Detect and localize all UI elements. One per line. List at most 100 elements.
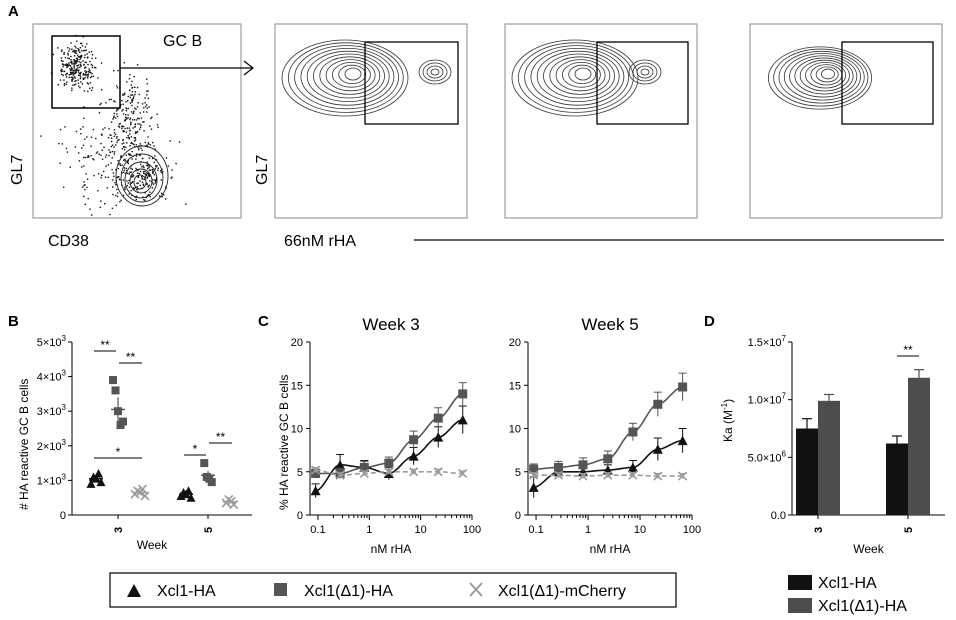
flow-dot bbox=[110, 140, 113, 143]
flow-dot bbox=[149, 191, 151, 193]
c-point-x bbox=[409, 467, 419, 477]
flow-dot bbox=[62, 74, 64, 77]
b-sig-label: ** bbox=[126, 350, 136, 364]
flow-dot bbox=[147, 142, 150, 144]
flow-dot bbox=[117, 139, 119, 142]
flow-dot bbox=[78, 56, 80, 58]
flow-dot bbox=[137, 175, 139, 178]
flow-dot bbox=[137, 182, 139, 184]
flow-dot bbox=[96, 151, 99, 153]
flow-dot bbox=[157, 169, 159, 171]
flow-dot bbox=[148, 194, 150, 196]
flow-dot bbox=[62, 60, 64, 62]
flow-dot bbox=[123, 148, 126, 151]
flow-dot bbox=[83, 74, 85, 76]
flow-dot bbox=[143, 178, 145, 180]
flow-dot bbox=[111, 157, 113, 159]
c-ytick-label: 10 bbox=[509, 424, 521, 436]
b-point-triangle bbox=[94, 468, 103, 478]
flow-dot bbox=[141, 178, 143, 180]
b-ytick-exponent: 3 bbox=[62, 403, 67, 412]
contour-cd38 bbox=[115, 145, 169, 207]
flow-dot bbox=[61, 60, 63, 62]
b-point-triangle bbox=[184, 486, 193, 495]
flow-dot bbox=[101, 134, 103, 136]
flow-dot bbox=[73, 59, 75, 61]
flow-dot bbox=[136, 86, 139, 89]
flow-dot bbox=[79, 76, 82, 78]
flow-dot bbox=[129, 153, 131, 155]
flow-dot bbox=[156, 165, 158, 167]
flow-dot bbox=[64, 56, 67, 59]
flow-dot bbox=[111, 207, 114, 209]
flow-dot bbox=[149, 125, 151, 127]
flow-dot bbox=[122, 171, 125, 173]
flow-dot bbox=[83, 63, 85, 66]
flow-dot bbox=[129, 102, 132, 104]
flow-dot bbox=[141, 166, 143, 168]
flow-dot bbox=[130, 111, 133, 113]
flow-dot bbox=[137, 176, 140, 178]
flow-dot bbox=[83, 181, 85, 183]
flow-dot bbox=[78, 85, 80, 87]
flow-dot bbox=[139, 143, 141, 145]
contour-line bbox=[524, 45, 629, 110]
flow-dot bbox=[69, 65, 72, 67]
flow-dot bbox=[148, 143, 150, 145]
flow-dot bbox=[126, 180, 128, 182]
flow-dot bbox=[79, 74, 81, 77]
flow-dot bbox=[108, 128, 110, 130]
flow-dot bbox=[65, 74, 67, 76]
flow-dot bbox=[84, 184, 86, 186]
flow-dot bbox=[73, 55, 76, 57]
flow-dot bbox=[147, 136, 149, 138]
flow-dot bbox=[130, 171, 132, 173]
flow-dot bbox=[160, 179, 162, 181]
flow-dot bbox=[127, 95, 129, 98]
flow-dot bbox=[138, 154, 141, 156]
flow-dot bbox=[59, 128, 62, 131]
flow-dot bbox=[88, 68, 90, 70]
flow-dot bbox=[139, 180, 141, 182]
flow-dot bbox=[109, 151, 112, 153]
flow-dot bbox=[127, 160, 129, 162]
flow-dot bbox=[120, 199, 122, 201]
flow-dot bbox=[147, 173, 150, 175]
flow-dot bbox=[151, 116, 153, 118]
flow-dot bbox=[52, 53, 55, 56]
flow-dot bbox=[141, 181, 144, 183]
flow-dot bbox=[79, 128, 82, 130]
flow-dot bbox=[118, 123, 121, 125]
flow-dot bbox=[71, 71, 74, 73]
flow-dot bbox=[124, 120, 126, 122]
contour-line bbox=[773, 48, 869, 107]
flow-dot bbox=[58, 142, 60, 145]
flow-dot bbox=[100, 154, 102, 156]
flow-dot bbox=[98, 112, 101, 114]
flow-dot bbox=[72, 77, 74, 79]
flow-dot bbox=[122, 130, 124, 133]
b-ytick-exponent: 3 bbox=[62, 369, 67, 378]
flow-dot bbox=[131, 181, 133, 184]
flow-dot bbox=[141, 149, 143, 152]
flow-frame-gcb bbox=[32, 23, 242, 219]
flow-dot bbox=[133, 187, 135, 190]
flow-dot bbox=[130, 123, 132, 125]
chart-b: 0 1×103 2×103 3×103 4×103 5×103 # HA reactive … bbox=[17, 334, 252, 552]
flow-dot bbox=[105, 165, 107, 167]
flow-dot bbox=[146, 111, 148, 113]
d-x-label: Week bbox=[853, 542, 884, 556]
flow-dot bbox=[79, 86, 81, 89]
flow-dot bbox=[122, 94, 124, 96]
flow-dot bbox=[113, 112, 115, 115]
c-point-x bbox=[311, 465, 321, 475]
flow-dot bbox=[136, 182, 138, 185]
flow-dot bbox=[89, 87, 91, 89]
flow-dot bbox=[130, 141, 133, 144]
c-y-label: % HA reactive GC B cells bbox=[277, 375, 291, 510]
b-ytick-label: 3×103 bbox=[37, 403, 67, 418]
flow-dot bbox=[61, 143, 64, 145]
flow-dot bbox=[102, 128, 104, 130]
flow-dot bbox=[116, 135, 118, 138]
flow-dot bbox=[140, 124, 142, 126]
